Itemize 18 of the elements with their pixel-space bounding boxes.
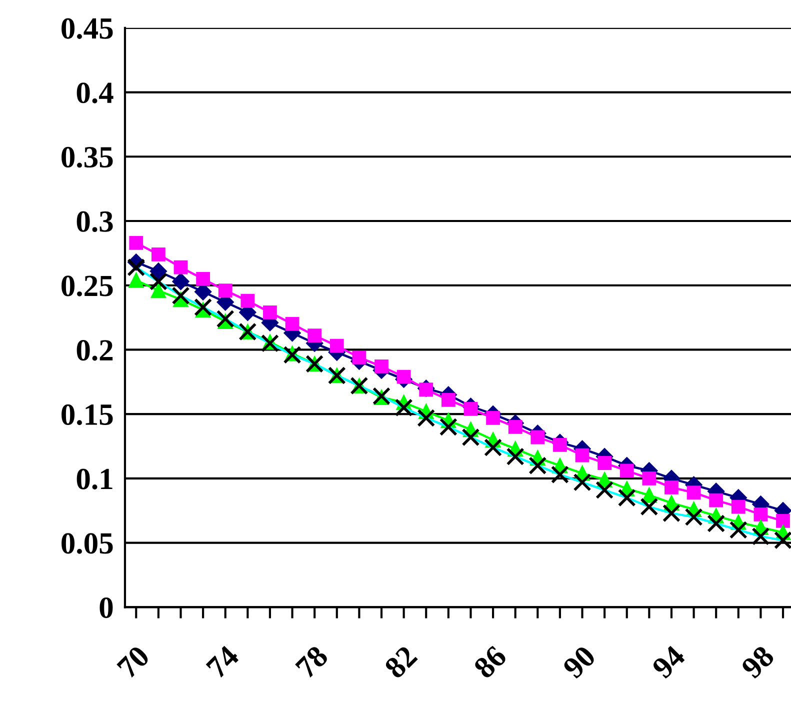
x-tick-label: 94: [651, 644, 686, 680]
y-tick-label: 0.1: [76, 468, 112, 490]
x-tick-label: 90: [562, 644, 597, 680]
y-tick-label: 0: [100, 597, 113, 618]
x-tick-label: 78: [294, 644, 330, 679]
y-tick-label: 0.2: [76, 340, 113, 361]
x-tick-label: 86: [472, 644, 508, 680]
x-tick-label: 70: [116, 644, 151, 679]
y-tick-label: 0.35: [62, 146, 113, 168]
y-tick-label: 0.05: [62, 533, 113, 554]
x-tick-label: 74: [206, 644, 240, 679]
y-tick-label: 0.4: [76, 82, 114, 104]
x-tick-label: 98: [740, 644, 776, 680]
y-tick-label: 0.3: [76, 211, 113, 232]
x-tick-label: 82: [384, 644, 418, 680]
y-tick-label: 0.15: [62, 404, 113, 426]
y-tick-label: 0.25: [62, 276, 113, 296]
y-tick-label: 0.45: [62, 18, 113, 39]
